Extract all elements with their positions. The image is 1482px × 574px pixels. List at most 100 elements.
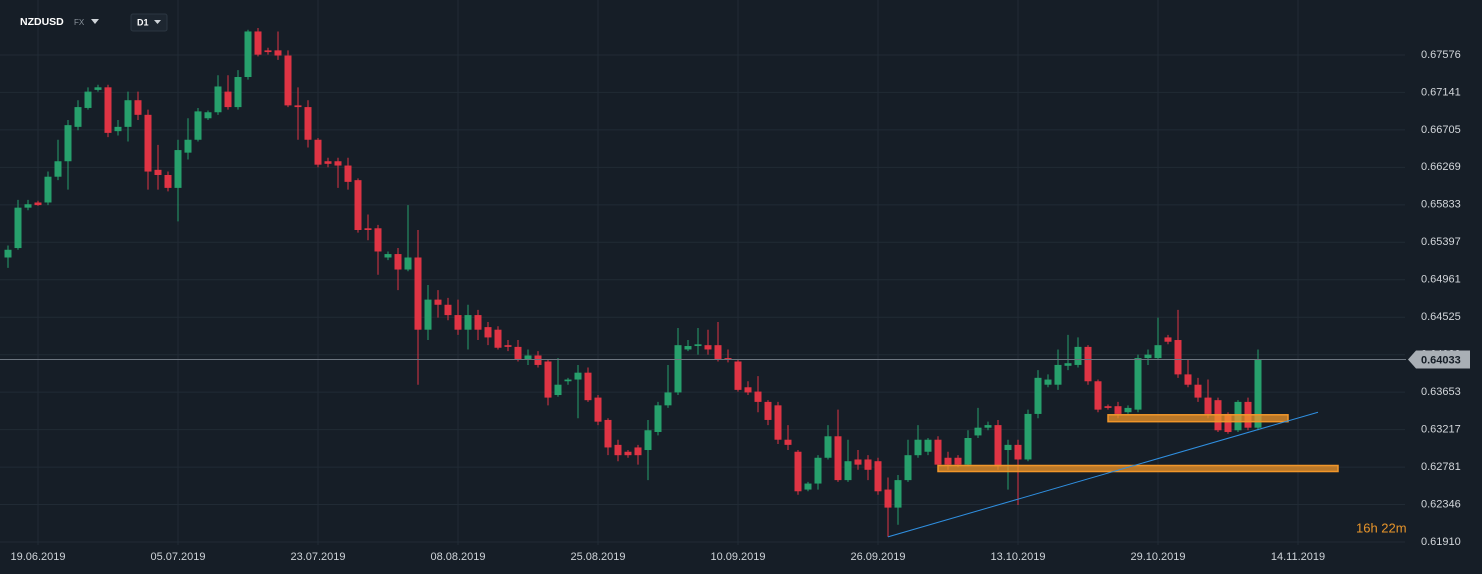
candle-body xyxy=(514,346,522,360)
candle-body xyxy=(764,401,772,420)
candle-body xyxy=(774,405,782,440)
candle-body xyxy=(274,50,282,56)
candle-body xyxy=(224,91,232,108)
candle-body xyxy=(634,447,642,456)
support-zone xyxy=(1107,414,1289,423)
candle-body xyxy=(844,461,852,481)
candle-body xyxy=(24,204,32,208)
timeframe[interactable]: D1 xyxy=(137,17,149,27)
y-tick-label: 0.67576 xyxy=(1421,49,1461,61)
candle-body xyxy=(244,31,252,78)
candle-body xyxy=(454,315,462,330)
candle-body xyxy=(744,387,752,393)
candle-body xyxy=(404,257,412,270)
y-tick-label: 0.66269 xyxy=(1421,161,1461,173)
trendline xyxy=(887,411,1319,538)
x-tick-label: 05.07.2019 xyxy=(150,551,205,563)
candle-body xyxy=(594,397,602,422)
candle-body xyxy=(1104,406,1112,408)
candle-body xyxy=(134,100,142,115)
last-price-label: 0.64033 xyxy=(1421,354,1461,366)
candle-body xyxy=(84,91,92,108)
candle-body xyxy=(1154,345,1162,359)
x-tick-label: 19.06.2019 xyxy=(10,551,65,563)
candle-body xyxy=(1114,406,1122,414)
candle-body xyxy=(1134,358,1142,410)
candle-body xyxy=(874,461,882,492)
candle-body xyxy=(794,451,802,492)
candle-body xyxy=(524,355,532,360)
candle-body xyxy=(704,345,712,350)
candle-body xyxy=(494,329,502,348)
candle-body xyxy=(1144,354,1152,359)
candle-body xyxy=(304,107,312,140)
candle-body xyxy=(184,139,192,153)
candle-body xyxy=(234,77,242,108)
candle-body xyxy=(574,372,582,380)
candle-body xyxy=(284,55,292,106)
candle-body xyxy=(44,176,52,203)
symbol[interactable]: NZDUSD xyxy=(20,16,64,28)
candle-body xyxy=(74,107,82,127)
candle-body xyxy=(804,483,812,490)
candle-body xyxy=(94,87,102,90)
market: FX xyxy=(74,18,85,27)
candle-body xyxy=(694,344,702,347)
candle-body xyxy=(1184,374,1192,385)
candle-body xyxy=(974,427,982,436)
candle-body xyxy=(464,315,472,330)
candle-body xyxy=(1094,381,1102,410)
candle-body xyxy=(294,105,302,108)
candle-body xyxy=(434,299,442,305)
candle-body xyxy=(374,228,382,252)
candle-body xyxy=(604,419,612,448)
support-zone xyxy=(937,464,1339,473)
candle-body xyxy=(674,345,682,393)
candle-body xyxy=(1044,379,1052,385)
candle-body xyxy=(344,165,352,182)
timeframe-button[interactable] xyxy=(130,13,168,32)
y-tick-label: 0.64525 xyxy=(1421,311,1461,323)
candle-body xyxy=(1224,413,1232,432)
candle-body xyxy=(504,345,512,347)
countdown: 16h 22m xyxy=(1356,520,1407,535)
candle-body xyxy=(664,392,672,406)
dropdown-caret[interactable] xyxy=(154,20,161,24)
candle-body xyxy=(684,346,692,350)
candle-body xyxy=(624,451,632,456)
candle-body xyxy=(884,489,892,508)
y-tick-label: 0.66705 xyxy=(1421,124,1461,136)
candle-body xyxy=(994,425,1002,467)
candle-body xyxy=(1034,377,1042,414)
candle-body xyxy=(4,249,12,258)
x-tick-label: 13.10.2019 xyxy=(990,551,1045,563)
candle-body xyxy=(1204,397,1212,414)
candle-body xyxy=(964,437,972,465)
y-tick-label: 0.64961 xyxy=(1421,274,1461,286)
candle-body xyxy=(214,86,222,113)
candle-body xyxy=(714,345,722,360)
candle-body xyxy=(364,228,372,230)
candle-body xyxy=(1174,340,1182,375)
candle-body xyxy=(1074,346,1082,365)
candle-body xyxy=(824,436,832,458)
candle-body xyxy=(164,174,172,188)
candle-body xyxy=(154,169,162,175)
x-tick-label: 25.08.2019 xyxy=(570,551,625,563)
candle-body xyxy=(194,111,202,140)
candle-body xyxy=(394,254,402,270)
candle-body xyxy=(1004,444,1012,451)
candle-body xyxy=(124,100,132,127)
candle-body xyxy=(34,202,42,206)
candle-body xyxy=(264,50,272,53)
candle-body xyxy=(754,391,762,402)
dropdown-caret[interactable] xyxy=(91,19,99,24)
candle-body xyxy=(784,439,792,445)
candle-body xyxy=(1054,364,1062,385)
candle-body xyxy=(444,304,452,316)
candle-body xyxy=(904,455,912,481)
x-tick-label: 08.08.2019 xyxy=(430,551,485,563)
x-tick-label: 14.11.2019 xyxy=(1271,551,1325,563)
candle-body xyxy=(724,358,732,360)
